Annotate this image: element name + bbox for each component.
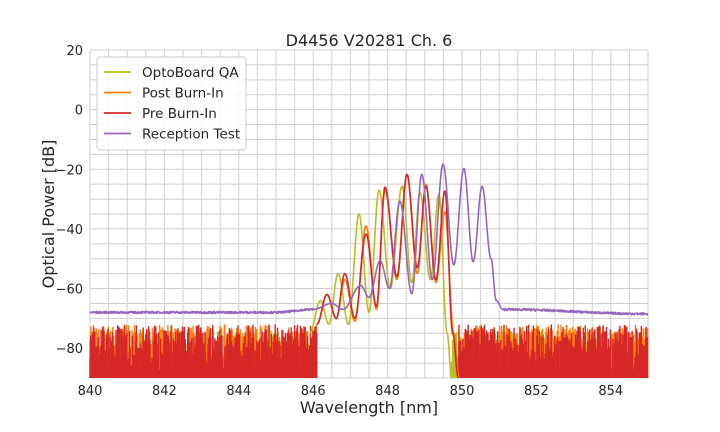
y-tick-label: −80 <box>56 342 83 357</box>
x-tick-label: 844 <box>226 384 251 399</box>
series-line-3 <box>89 163 649 316</box>
chart-title: D4456 V20281 Ch. 6 <box>286 31 453 50</box>
y-tick-label: 0 <box>75 104 83 119</box>
y-axis-label: Optical Power [dB] <box>39 140 58 289</box>
noise-trace <box>89 324 649 378</box>
x-tick-label: 846 <box>301 384 326 399</box>
x-tick-label: 854 <box>598 384 623 399</box>
series-lines <box>89 163 649 379</box>
x-axis-label: Wavelength [nm] <box>300 398 438 417</box>
x-tick-label: 850 <box>450 384 475 399</box>
noise-2 <box>89 324 649 378</box>
y-tick-label: −60 <box>56 283 83 298</box>
y-tick-label: −20 <box>56 163 83 178</box>
legend-label: Post Burn-In <box>142 86 224 102</box>
y-ticks: 20 0 −20 −40 −60 −80 <box>56 44 83 357</box>
legend-label: OptoBoard QA <box>142 65 239 81</box>
series-line-2 <box>316 173 459 379</box>
legend-label: Pre Burn-In <box>142 106 217 122</box>
legend-label: Reception Test <box>142 127 240 143</box>
y-tick-label: −40 <box>56 223 83 238</box>
x-ticks: 840 842 844 846 848 850 852 854 <box>78 384 624 399</box>
x-tick-label: 840 <box>78 384 103 399</box>
legend-box <box>96 56 247 151</box>
noise-layer <box>89 324 649 378</box>
x-tick-label: 852 <box>524 384 549 399</box>
x-tick-label: 842 <box>152 384 177 399</box>
x-tick-label: 848 <box>375 384 400 399</box>
legend: OptoBoard QA Post Burn-In Pre Burn-In Recep… <box>96 56 247 151</box>
y-tick-label: 20 <box>66 44 83 59</box>
